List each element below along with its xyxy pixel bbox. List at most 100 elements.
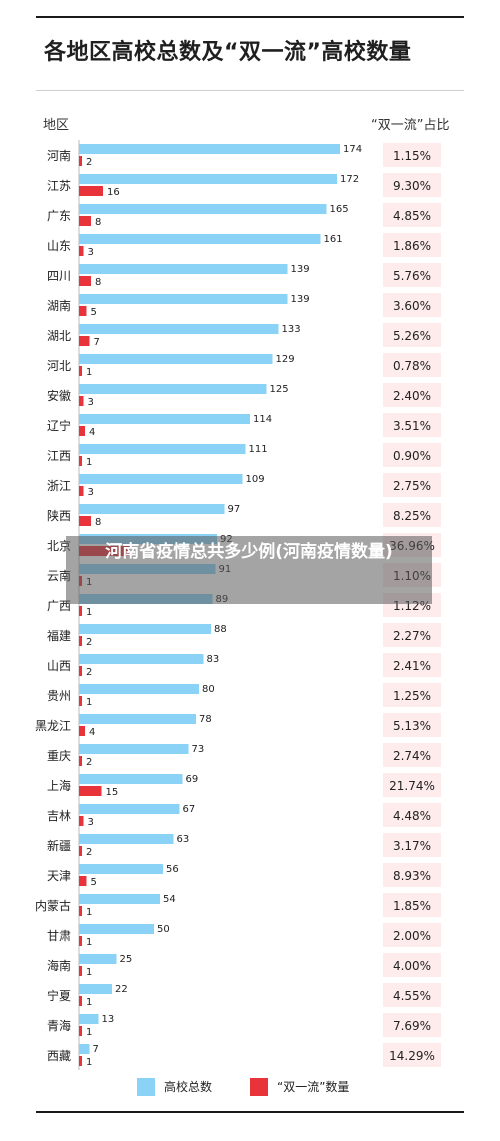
category-label: 上海 [47,778,71,793]
bar-total-label: 139 [291,294,310,305]
bar-double-first-class [79,606,82,616]
bar-total-label: 83 [207,654,220,665]
bar-total-label: 161 [324,234,343,245]
bar-total [79,654,204,664]
bar-total-label: 109 [246,474,265,485]
bar-dfc-label: 8 [95,517,101,528]
bar-dfc-label: 1 [86,1057,92,1068]
ratio-value: 5.76% [393,269,431,283]
ratio-cell [383,293,441,317]
bar-total-label: 133 [282,324,301,335]
category-label: 安徽 [47,388,71,403]
ratio-value: 0.90% [393,449,431,463]
category-label: 广西 [47,599,71,613]
category-label: 内蒙古 [35,898,71,913]
bar-total-label: 25 [120,954,133,965]
ratio-cell [383,263,441,287]
legend-swatch-dfc [250,1078,268,1096]
category-label: 福建 [47,628,71,643]
bar-total-label: 97 [228,504,241,515]
bar-dfc-label: 1 [86,607,92,618]
ratio-cell [383,743,441,767]
bar-dfc-label: 2 [86,667,92,678]
ratio-value: 4.85% [393,209,431,223]
ratio-value: 3.17% [393,839,431,853]
bar-double-first-class [79,486,84,496]
bar-double-first-class [79,876,87,886]
ratio-cell [383,413,441,437]
ratio-value: 5.13% [393,719,431,733]
ratio-value: 1.85% [393,899,431,913]
bar-total [79,324,279,334]
bottom-rule [36,1111,464,1113]
ratio-value: 14.29% [389,1049,435,1063]
category-label: 北京 [47,539,71,553]
ratio-cell [383,713,441,737]
bar-total-label: 50 [157,924,170,935]
ratio-cell [383,953,441,977]
bar-total-label: 69 [186,774,199,785]
bar-total-label: 139 [291,264,310,275]
bar-double-first-class [79,276,91,286]
category-label: 天津 [47,869,71,883]
bar-double-first-class [79,846,82,856]
ratio-cell [383,623,441,647]
bar-total [79,924,154,934]
bar-double-first-class [79,636,82,646]
bar-total [79,714,196,724]
bar-total-label: 67 [183,804,196,815]
bar-total [79,624,211,634]
header-divider [36,90,464,91]
bar-dfc-label: 7 [94,337,100,348]
category-label: 湖北 [47,328,71,343]
bar-total-label: 111 [249,444,268,455]
category-label: 河北 [47,359,71,373]
headline-overlay-text: 河南省疫情总共多少例(河南疫情数量) [105,542,393,562]
category-label: 陕西 [47,508,71,523]
ratio-cell [383,803,441,827]
ratio-value: 8.25% [393,509,431,523]
bar-dfc-label: 1 [86,367,92,378]
bar-dfc-label: 5 [91,307,97,318]
bar-total-label: 129 [276,354,295,365]
bar-total [79,744,189,754]
bar-total [79,264,288,274]
bar-total [79,834,174,844]
ratio-value: 1.86% [393,239,431,253]
category-label: 江苏 [47,179,71,193]
bar-double-first-class [79,936,82,946]
ratio-cell [383,173,441,197]
bar-total [79,984,112,994]
bar-dfc-label: 1 [86,997,92,1008]
ratio-value: 2.41% [393,659,431,673]
ratio-value: 4.55% [393,989,431,1003]
bar-double-first-class [79,516,91,526]
bar-dfc-label: 3 [88,247,94,258]
chart-title: 各地区高校总数及“双一流”高校数量 [44,40,412,65]
ratio-value: 4.48% [393,809,431,823]
bar-total [79,174,337,184]
bar-double-first-class [79,366,82,376]
category-label: 河南 [47,148,71,163]
bar-total-label: 73 [192,744,205,755]
ratio-cell [383,773,441,797]
bar-dfc-label: 5 [91,877,97,888]
ratio-cell [383,863,441,887]
bar-dfc-label: 2 [86,157,92,168]
category-label: 海南 [47,958,71,973]
ratio-value: 4.00% [393,959,431,973]
ratio-cell [383,473,441,497]
category-label: 甘肃 [47,929,71,943]
ratio-cell [383,143,441,167]
bar-total [79,1044,90,1054]
ratio-cell [383,353,441,377]
category-label: 山西 [47,659,71,673]
bar-total [79,504,225,514]
category-label: 吉林 [47,809,71,823]
category-label: 广东 [47,209,71,223]
bar-double-first-class [79,306,87,316]
bar-total [79,144,340,154]
ratio-value: 2.75% [393,479,431,493]
bar-total [79,684,199,694]
bar-double-first-class [79,426,85,436]
